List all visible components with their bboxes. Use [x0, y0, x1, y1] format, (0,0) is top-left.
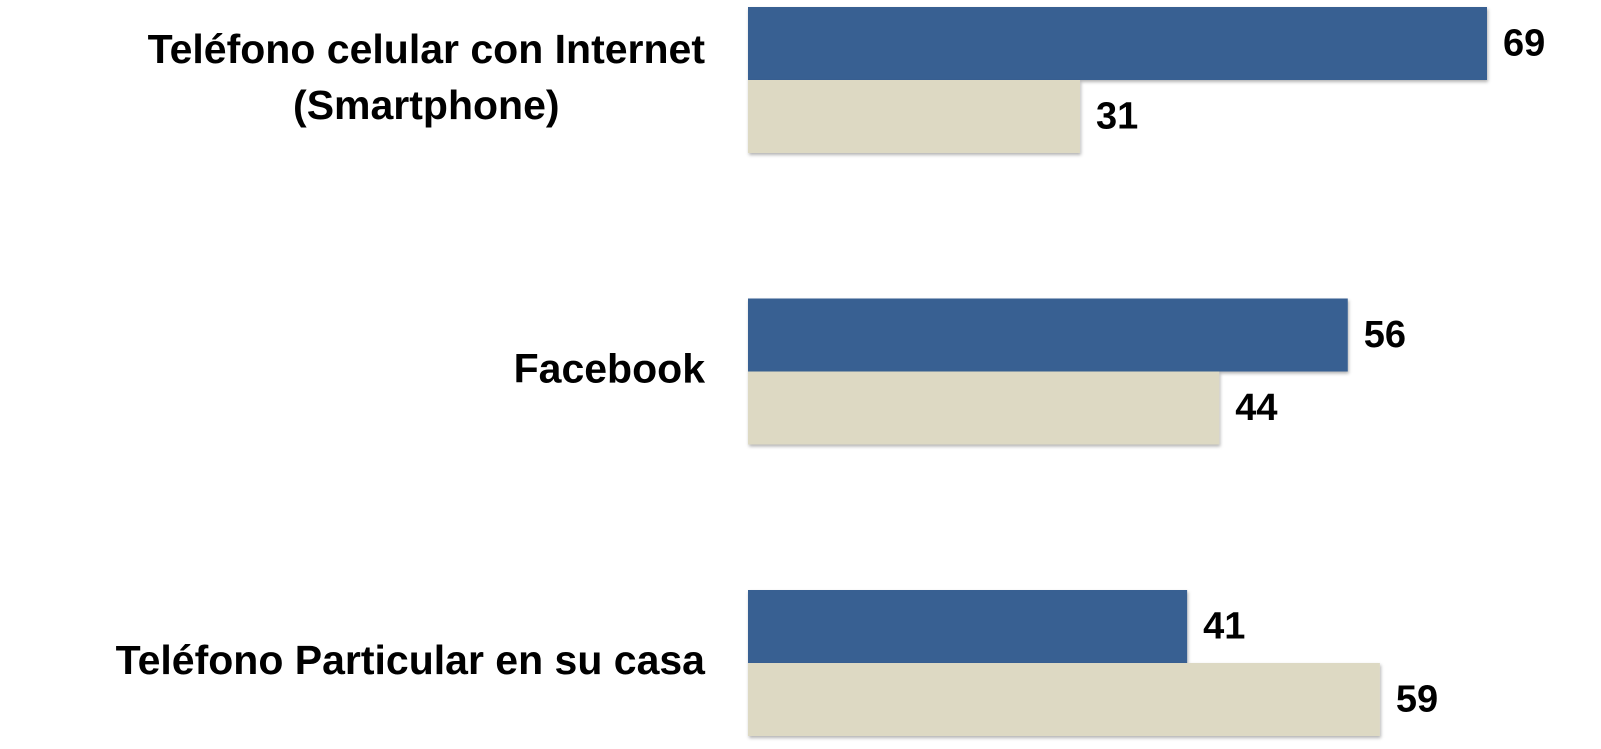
value-label: 44	[1235, 387, 1277, 429]
category-label: Teléfono Particular en su casa	[116, 637, 707, 683]
bar	[748, 590, 1188, 663]
category-line: Teléfono celular con Internet	[148, 26, 706, 72]
bar	[748, 298, 1348, 372]
bar	[748, 80, 1081, 153]
category-label: Teléfono celular con Internet (Smartphone…	[148, 26, 706, 128]
bar	[748, 7, 1487, 80]
bar	[748, 371, 1220, 445]
value-label: 41	[1203, 606, 1245, 648]
value-label: 59	[1396, 679, 1438, 721]
bar	[748, 663, 1380, 736]
value-label: 31	[1096, 96, 1138, 138]
category-line: (Smartphone)	[293, 82, 560, 128]
value-label: 56	[1364, 314, 1406, 356]
category-label: Facebook	[514, 345, 706, 391]
value-label: 69	[1503, 23, 1545, 65]
